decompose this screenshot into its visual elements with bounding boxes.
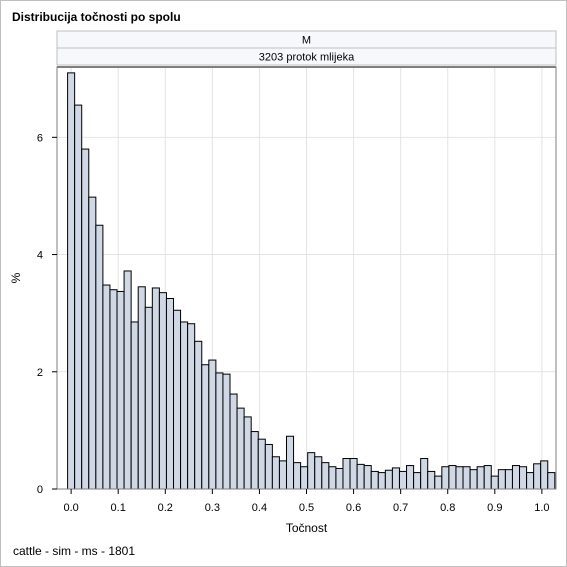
histogram-bar bbox=[95, 224, 104, 490]
panel-header-label: 3203 protok mlijeka bbox=[259, 52, 355, 64]
histogram-bar bbox=[511, 465, 521, 490]
x-tick-label: 0.0 bbox=[63, 502, 78, 514]
histogram-bar bbox=[314, 456, 323, 490]
histogram-bar bbox=[116, 290, 125, 490]
histogram-bar bbox=[342, 458, 351, 490]
histogram-bar bbox=[144, 306, 153, 490]
histogram-bar bbox=[88, 196, 97, 490]
histogram-bar bbox=[441, 466, 450, 490]
histogram-bar bbox=[264, 443, 273, 490]
histogram-bar bbox=[215, 372, 224, 490]
y-tick-label: 0 bbox=[37, 484, 43, 496]
histogram-bar bbox=[540, 460, 549, 490]
histogram-bar bbox=[398, 470, 408, 490]
histogram-bar bbox=[406, 465, 415, 490]
histogram-bar bbox=[519, 466, 528, 490]
histogram-bar bbox=[180, 321, 189, 490]
histogram-bar bbox=[469, 469, 478, 490]
histogram-bar bbox=[250, 431, 259, 490]
histogram-bar bbox=[370, 470, 379, 490]
histogram-bar bbox=[490, 475, 499, 490]
panel-header-cell bbox=[56, 47, 557, 66]
histogram-bar bbox=[257, 438, 266, 490]
histogram-bar bbox=[236, 407, 245, 490]
histogram-bar bbox=[194, 340, 203, 490]
histogram-bar bbox=[420, 458, 429, 490]
histogram-bar bbox=[448, 465, 457, 490]
x-tick-label: 0.4 bbox=[252, 502, 267, 514]
histogram-bar bbox=[321, 462, 330, 490]
histogram-bar bbox=[271, 456, 280, 490]
histogram-bar bbox=[293, 462, 302, 490]
histogram-bar bbox=[67, 72, 76, 490]
y-tick-label: 6 bbox=[37, 132, 43, 144]
histogram-bar bbox=[427, 470, 436, 490]
y-axis-label: % bbox=[9, 272, 23, 283]
histogram-bar bbox=[455, 466, 464, 490]
histogram-bar bbox=[483, 465, 492, 490]
histogram-bar bbox=[497, 469, 506, 490]
histogram-bar bbox=[285, 435, 295, 490]
histogram-bar bbox=[243, 416, 252, 490]
histogram-bar bbox=[74, 104, 83, 490]
histogram-bar bbox=[413, 472, 422, 490]
histogram-bar bbox=[229, 393, 238, 490]
histogram-bar bbox=[123, 270, 132, 490]
x-tick-label: 0.5 bbox=[299, 502, 314, 514]
histogram-bar bbox=[328, 466, 337, 490]
histogram-bar bbox=[476, 466, 485, 490]
x-tick-label: 0.2 bbox=[158, 502, 173, 514]
x-tick-label: 0.9 bbox=[487, 502, 502, 514]
histogram-bar bbox=[462, 466, 471, 490]
x-tick-label: 1.0 bbox=[534, 502, 549, 514]
x-axis-label: Točnost bbox=[286, 521, 328, 535]
histogram-bar bbox=[434, 475, 443, 490]
panel-header-label: M bbox=[302, 35, 311, 47]
histogram-bar bbox=[151, 287, 160, 490]
histogram-bar bbox=[335, 467, 344, 490]
histogram-bar bbox=[102, 284, 111, 490]
x-tick-label: 0.6 bbox=[346, 502, 361, 514]
histogram-bar bbox=[158, 292, 167, 490]
histogram-bar bbox=[109, 289, 118, 490]
chart-title: Distribucija točnosti po spolu bbox=[12, 10, 181, 24]
histogram-bar bbox=[173, 309, 182, 490]
histogram-bar bbox=[547, 472, 556, 490]
histogram-bar bbox=[187, 323, 196, 490]
histogram-bar bbox=[384, 469, 393, 490]
histogram-bar bbox=[349, 458, 358, 490]
histogram-bar bbox=[377, 472, 386, 490]
chart-footnote: cattle - sim - ms - 1801 bbox=[13, 544, 136, 558]
x-tick-label: 0.1 bbox=[111, 502, 126, 514]
histogram-bar bbox=[222, 373, 231, 490]
x-tick-label: 0.7 bbox=[393, 502, 408, 514]
histogram-bar bbox=[307, 452, 316, 490]
histogram-bar bbox=[208, 359, 217, 490]
histogram-bar bbox=[356, 463, 365, 490]
histogram-bar bbox=[81, 148, 90, 490]
histogram-bar bbox=[526, 472, 535, 490]
histogram-bar bbox=[391, 467, 400, 490]
x-tick-label: 0.8 bbox=[440, 502, 455, 514]
y-tick-label: 2 bbox=[37, 367, 43, 379]
y-tick-label: 4 bbox=[37, 250, 43, 262]
histogram-bar bbox=[363, 465, 372, 490]
histogram-bar bbox=[533, 463, 542, 490]
histogram-bar bbox=[165, 298, 175, 490]
histogram-bar bbox=[130, 321, 139, 490]
histogram-bar bbox=[201, 364, 210, 490]
histogram-bar bbox=[300, 466, 309, 490]
histogram-bar bbox=[278, 460, 287, 490]
histogram-bar bbox=[137, 286, 146, 490]
histogram-bar bbox=[504, 469, 513, 490]
x-tick-label: 0.3 bbox=[205, 502, 220, 514]
